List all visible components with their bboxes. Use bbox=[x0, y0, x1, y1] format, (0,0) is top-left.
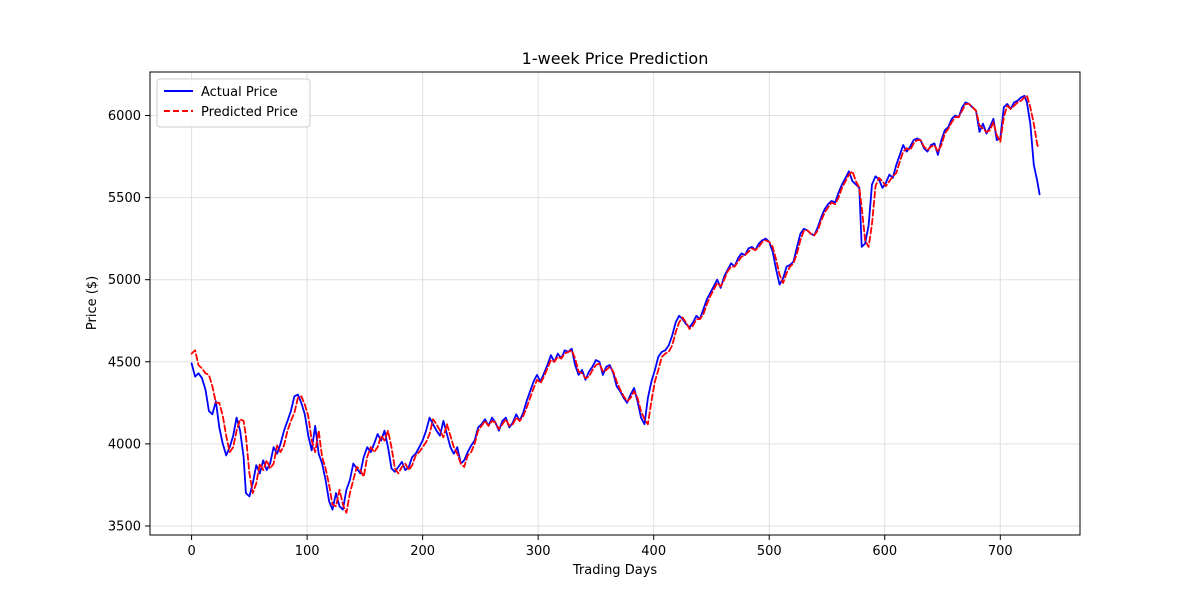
chart-title: 1-week Price Prediction bbox=[522, 49, 709, 68]
y-tick-label: 5500 bbox=[108, 191, 141, 206]
plot-frame bbox=[149, 71, 1081, 536]
ticks: 0 100 200 300 400 500 600 700 3500 4000 4500 5000 55… bbox=[108, 109, 1013, 559]
y-tick-label: 5000 bbox=[108, 273, 141, 288]
x-tick-label: 300 bbox=[526, 544, 551, 559]
legend: Actual Price Predicted Price bbox=[156, 78, 311, 128]
x-tick-label: 400 bbox=[641, 544, 666, 559]
y-tick-label: 4000 bbox=[108, 437, 141, 452]
legend-label-actual: Actual Price bbox=[201, 85, 278, 100]
series-line-actual-price bbox=[190, 94, 1041, 511]
x-tick-label: 0 bbox=[187, 544, 195, 559]
y-tick-label: 6000 bbox=[108, 109, 141, 124]
y-tick-label: 3500 bbox=[108, 519, 141, 534]
x-tick-label: 700 bbox=[988, 544, 1013, 559]
grid bbox=[150, 72, 1080, 535]
x-axis-label: Trading Days bbox=[572, 563, 657, 578]
plot-area bbox=[190, 94, 1041, 514]
y-axis-label: Price ($) bbox=[85, 276, 100, 330]
y-tick-label: 4500 bbox=[108, 355, 141, 370]
x-tick-label: 600 bbox=[872, 544, 897, 559]
legend-box bbox=[156, 78, 311, 128]
series-layer bbox=[190, 94, 1041, 514]
x-tick-label: 500 bbox=[757, 544, 782, 559]
series-line-predicted-price bbox=[190, 94, 1041, 514]
x-tick-label: 100 bbox=[295, 544, 320, 559]
legend-label-predicted: Predicted Price bbox=[201, 105, 298, 120]
x-tick-label: 200 bbox=[410, 544, 435, 559]
